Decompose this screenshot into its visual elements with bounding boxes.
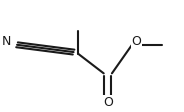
Text: O: O [103, 96, 113, 109]
Text: N: N [2, 35, 12, 48]
Text: O: O [132, 35, 141, 48]
